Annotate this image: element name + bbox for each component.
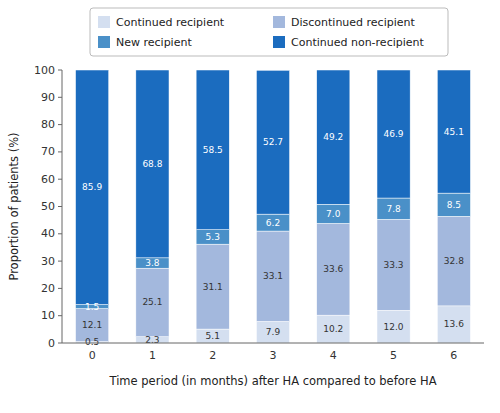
data-label: 58.5 [203,145,223,155]
data-label: 68.8 [142,159,162,169]
bar-segment [437,306,470,343]
x-axis-line [62,343,484,344]
y-tick [58,261,62,262]
legend-swatch [273,16,285,28]
bar-segment [196,244,229,329]
data-labels: 0.52.35.17.910.212.013.612.125.131.133.1… [82,127,464,348]
y-tick-label: 10 [41,309,55,322]
y-tick [58,233,62,234]
data-label: 31.1 [203,282,223,292]
legend-label: Continued non-recipient [291,36,425,49]
data-label: 7.0 [326,209,341,219]
y-tick-label: 90 [41,91,55,104]
data-label: 49.2 [323,132,343,142]
data-label: 46.9 [384,129,404,139]
legend-box [90,8,448,56]
bar-segment [317,204,350,223]
y-tick [58,97,62,98]
y-tick [58,206,62,207]
bar-segment [196,329,229,343]
y-tick [58,288,62,289]
bar-segment [256,231,289,321]
x-tick-label: 3 [270,349,277,362]
chart: 0.52.35.17.910.212.013.612.125.131.133.1… [0,0,500,413]
data-label: 25.1 [142,297,162,307]
x-axis-label: Time period (in months) after HA compare… [109,374,437,388]
data-label: 1.5 [85,302,99,312]
legend-swatch [273,36,285,48]
y-axis-label: Proportion of patients (%) [7,132,21,280]
data-label: 5.1 [206,331,220,341]
data-label: 10.2 [323,324,343,334]
y-tick-label: 20 [41,282,55,295]
bar-segment [437,216,470,306]
bar-segment [377,310,410,343]
data-label: 12.0 [384,322,404,332]
data-label: 85.9 [82,182,102,192]
data-label: 12.1 [82,320,102,330]
legend-swatch [98,16,110,28]
bar-segment [437,70,470,193]
data-label: 6.2 [266,218,280,228]
bar-segment [317,70,350,204]
x-tick-label: 1 [149,349,156,362]
data-label: 33.1 [263,271,283,281]
y-tick [58,343,62,344]
bar-segment [196,70,229,230]
y-tick-label: 70 [41,145,55,158]
legend-swatch [98,36,110,48]
y-tick [58,179,62,180]
bar-segment [377,219,410,310]
data-label: 52.7 [263,137,283,147]
y-tick-label: 0 [48,337,55,350]
bar-segment [136,70,169,258]
data-label: 45.1 [444,127,464,137]
y-tick-label: 100 [34,64,55,77]
data-label: 33.3 [384,260,404,270]
bar-segment [377,70,410,198]
data-label: 7.8 [386,204,401,214]
legend-label: Discontinued recipient [291,16,415,29]
y-tick [58,124,62,125]
bar-segment [437,193,470,216]
bar-segment [256,70,289,214]
bars [76,70,471,343]
y-tick [58,70,62,71]
y-tick-label: 80 [41,118,55,131]
legend: Continued recipient Discontinued recipien… [90,8,448,56]
bar-segment [256,214,289,231]
bar-segment [136,258,169,268]
bar-segment [377,198,410,219]
data-label: 13.6 [444,319,464,329]
bar-segment [317,223,350,315]
x-tick-label: 4 [330,349,337,362]
data-label: 33.6 [323,264,343,274]
bar-segment [256,321,289,343]
data-label: 3.8 [145,258,160,268]
data-label: 32.8 [444,256,464,266]
y-tick-label: 40 [41,227,55,240]
y-tick-label: 50 [41,200,55,213]
legend-label: Continued recipient [116,16,225,29]
bar-segment [76,70,109,305]
bar-segment [136,268,169,337]
x-tick-label: 5 [390,349,397,362]
data-label: 8.5 [447,200,461,210]
y-tick [58,151,62,152]
x-tick-label: 0 [89,349,96,362]
data-label: 5.3 [206,232,220,242]
x-tick-label: 2 [209,349,216,362]
legend-label: New recipient [116,36,192,49]
y-tick-label: 30 [41,255,55,268]
y-tick-label: 60 [41,173,55,186]
data-label: 7.9 [266,327,281,337]
data-label: 0.5 [85,337,99,347]
y-tick [58,315,62,316]
x-tick-label: 6 [450,349,457,362]
bar-segment [196,230,229,244]
bar-segment [317,315,350,343]
